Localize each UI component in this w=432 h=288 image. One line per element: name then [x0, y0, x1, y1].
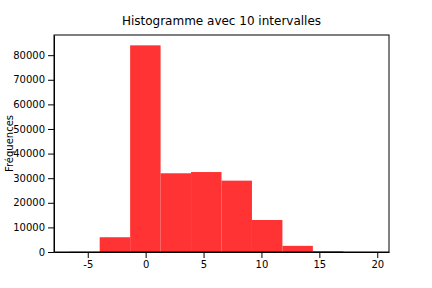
title: Histogramme avec 10 intervalles	[122, 14, 321, 28]
tick-label: 15	[313, 259, 326, 270]
tick: 50000	[13, 124, 54, 135]
tick-mark	[261, 252, 262, 258]
tick-mark	[204, 252, 205, 258]
tick-label: 80000	[13, 50, 45, 61]
tick: 80000	[13, 50, 54, 61]
tick-label: 40000	[13, 148, 45, 159]
tick: 15	[313, 252, 326, 270]
bar	[222, 181, 252, 252]
y-axis: 0 10000 20000 30000 40000 50000 60000 70000 8000…	[13, 36, 54, 258]
tick-mark	[377, 252, 378, 258]
tick-mark	[48, 203, 54, 204]
tick-mark	[319, 252, 320, 258]
tick-label: 0	[39, 247, 45, 258]
bar	[130, 45, 160, 252]
bar	[191, 172, 221, 252]
tick: -5	[83, 252, 93, 270]
tick-mark	[48, 154, 54, 155]
tick-mark	[48, 80, 54, 81]
tick-label: -5	[83, 259, 93, 270]
tick: 10	[256, 252, 269, 270]
bar	[161, 173, 191, 252]
tick: 40000	[13, 148, 54, 159]
tick-mark	[48, 55, 54, 56]
tick-label: 50000	[13, 124, 45, 135]
bar	[252, 220, 282, 252]
tick-mark	[48, 129, 54, 130]
tick: 30000	[13, 173, 54, 184]
tick: 0	[39, 247, 54, 258]
tick-mark	[48, 104, 54, 105]
tick-label: 60000	[13, 99, 45, 110]
tick: 10000	[13, 222, 54, 233]
tick: 60000	[13, 99, 54, 110]
tick-label: 5	[201, 259, 207, 270]
x-axis: -5 0 5 10 15 20	[55, 252, 390, 270]
tick: 20	[371, 252, 384, 270]
tick-label: 30000	[13, 173, 45, 184]
bar	[282, 246, 312, 252]
tick-label: 0	[143, 259, 149, 270]
bars	[69, 45, 374, 252]
tick-label: 20000	[13, 197, 45, 208]
tick-label: 10000	[13, 222, 45, 233]
tick: 70000	[13, 74, 54, 85]
tick-mark	[48, 178, 54, 179]
plot-frame	[54, 35, 389, 252]
tick-mark	[146, 252, 147, 258]
tick: 0	[143, 252, 149, 270]
bar	[100, 237, 130, 252]
tick-label: 10	[256, 259, 269, 270]
plot: -5 0 5 10 15 20 0 10000 20000 30000 40000 50000 6000…	[13, 35, 389, 270]
y-label: Fréquences	[4, 115, 15, 172]
tick-mark	[48, 227, 54, 228]
chart: -5 0 5 10 15 20 0 10000 20000 30000 40000 50000 6000…	[0, 0, 432, 288]
tick-mark	[88, 252, 89, 258]
tick-mark	[48, 252, 54, 253]
tick: 20000	[13, 197, 54, 208]
tick-label: 70000	[13, 74, 45, 85]
tick-label: 20	[371, 259, 384, 270]
tick: 5	[201, 252, 207, 270]
